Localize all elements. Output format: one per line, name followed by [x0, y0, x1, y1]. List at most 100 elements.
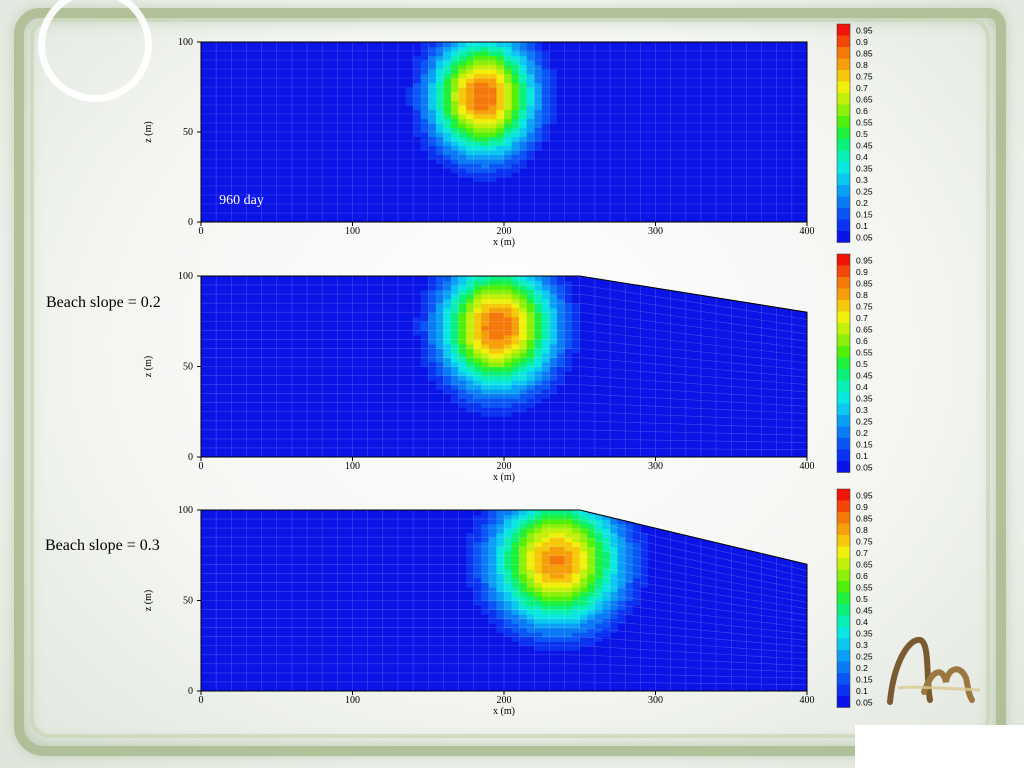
concentration-cell: [481, 411, 490, 417]
concentration-cell: [466, 172, 475, 178]
concentration-cell: [572, 375, 581, 381]
concentration-cell: [610, 609, 619, 615]
concentration-cell: [496, 632, 505, 638]
concentration-cell: [428, 334, 437, 340]
colorbar-label: 0.9: [856, 267, 868, 277]
concentration-cell: [625, 586, 634, 593]
concentration-cell: [579, 510, 588, 516]
concentration-cell: [526, 519, 535, 525]
concentration-cell: [602, 568, 611, 574]
concentration-cell: [541, 78, 551, 84]
concentration-cell: [526, 289, 535, 295]
concentration-cell: [549, 591, 558, 597]
concentration-cell: [640, 537, 649, 543]
concentration-cell: [413, 298, 422, 304]
concentration-cell: [519, 343, 528, 349]
concentration-cell: [511, 384, 520, 390]
concentration-cell: [526, 537, 535, 543]
concentration-cell: [519, 294, 528, 300]
concentration-cell: [450, 402, 460, 408]
concentration-cell: [526, 298, 535, 304]
concentration-cell: [496, 91, 505, 97]
concentration-cell: [526, 582, 535, 588]
concentration-cell: [534, 645, 543, 651]
concentration-cell: [473, 312, 482, 318]
concentration-cell: [549, 334, 558, 340]
concentration-cell: [564, 352, 573, 359]
concentration-cell: [473, 321, 482, 327]
concentration-cell: [473, 96, 482, 102]
concentration-cell: [572, 276, 581, 282]
concentration-cell: [473, 60, 482, 66]
concentration-cell: [450, 123, 460, 129]
concentration-cell: [420, 82, 429, 88]
concentration-cell: [587, 325, 596, 331]
concentration-cell: [557, 510, 566, 516]
concentration-cell: [587, 600, 596, 606]
concentration-cell: [519, 127, 528, 133]
concentration-cell: [458, 172, 467, 178]
concentration-cell: [496, 69, 505, 75]
concentration-cell: [496, 627, 505, 633]
concentration-cell: [526, 416, 535, 422]
concentration-cell: [466, 586, 475, 593]
colorbar-label: 0.45: [856, 371, 873, 381]
concentration-cell: [519, 352, 528, 359]
concentration-cell: [466, 150, 475, 156]
concentration-cell: [617, 546, 626, 552]
colorbar-swatch: [837, 346, 850, 358]
concentration-cell: [504, 163, 513, 169]
concentration-cell: [564, 573, 573, 579]
concentration-cell: [488, 100, 498, 106]
concentration-cell: [488, 334, 498, 340]
concentration-cell: [466, 573, 475, 579]
concentration-cell: [549, 343, 558, 349]
concentration-cell: [458, 393, 467, 399]
concentration-cell: [504, 316, 513, 322]
concentration-cell: [450, 82, 460, 88]
concentration-cell: [450, 375, 460, 381]
y-tick-label: 100: [178, 505, 193, 516]
concentration-cell: [526, 307, 535, 313]
colorbar-label: 0.65: [856, 325, 873, 335]
concentration-cell: [511, 627, 520, 633]
concentration-cell: [541, 541, 551, 547]
concentration-cell: [617, 541, 626, 547]
concentration-cell: [511, 361, 520, 368]
concentration-cell: [473, 618, 482, 624]
concentration-cell: [625, 568, 634, 574]
concentration-cell: [519, 303, 528, 309]
concentration-cell: [526, 91, 535, 97]
concentration-cell: [519, 334, 528, 340]
concentration-cell: [413, 145, 422, 151]
concentration-cell: [504, 532, 513, 538]
concentration-cell: [557, 398, 566, 404]
concentration-cell: [564, 371, 573, 377]
colorbar-swatch: [837, 592, 850, 604]
concentration-cell: [473, 623, 482, 629]
concentration-cell: [481, 343, 490, 349]
concentration-cell: [579, 321, 588, 327]
concentration-cell: [625, 577, 634, 583]
concentration-cell: [572, 600, 581, 606]
concentration-cell: [564, 375, 573, 381]
concentration-cell: [587, 541, 596, 547]
concentration-cell: [473, 276, 482, 282]
concentration-cell: [428, 55, 437, 61]
concentration-cell: [488, 42, 498, 48]
concentration-cell: [443, 321, 452, 327]
concentration-cell: [458, 73, 467, 79]
x-tick-label: 400: [800, 695, 815, 706]
concentration-cell: [519, 609, 528, 615]
concentration-cell: [557, 605, 566, 611]
concentration-cell: [625, 541, 634, 547]
concentration-cell: [526, 312, 535, 318]
concentration-cell: [473, 64, 482, 70]
concentration-cell: [572, 289, 581, 295]
colorbar-label: 0.15: [856, 675, 873, 685]
concentration-cell: [526, 334, 535, 340]
concentration-cell: [557, 627, 566, 633]
concentration-cell: [564, 532, 573, 538]
concentration-cell: [473, 577, 482, 583]
concentration-cell: [579, 546, 588, 552]
